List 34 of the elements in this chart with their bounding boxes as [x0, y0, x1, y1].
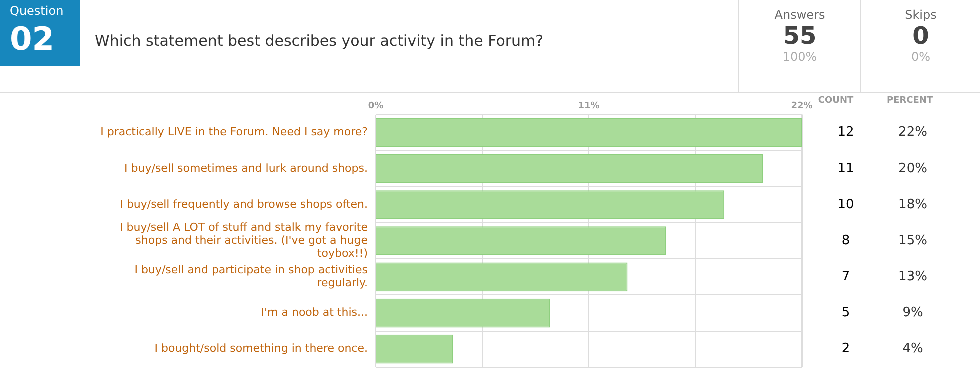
y-tick-label: I buy/sell sometimes and lurk around shops. [124, 162, 368, 175]
text: 55 [782, 22, 818, 50]
x-tick-label: 0% [368, 102, 384, 112]
text: 100% [782, 50, 818, 64]
y-tick-label: I bought/sold something in there once. [154, 342, 368, 356]
question-badge: Question 02 [0, 0, 80, 66]
text: 0 [912, 22, 930, 50]
text: 10 [838, 197, 854, 212]
text: 5 [842, 306, 850, 321]
data-label: 18% [898, 197, 928, 212]
y-tick-label: I buy/sell A LOT of stuff and stalk my favorite shops and their activities. (I've got a huge toybox!!) [120, 220, 368, 260]
text: 12 [838, 125, 854, 140]
y-tick-label: I buy/sell and participate in shop activities regularly. [134, 263, 368, 290]
x-tick-label: 22% [791, 102, 813, 112]
text: 2 [842, 342, 850, 357]
data-label: 13% [898, 270, 928, 285]
text: COUNT [818, 96, 854, 106]
data-label: 4% [902, 342, 924, 357]
chart-title: Which statement best describes your activity in the Forum? [95, 32, 544, 50]
text: Answers [774, 8, 826, 22]
data-label: 9% [902, 306, 924, 321]
text: 8 [842, 233, 850, 248]
data-label: 15% [898, 233, 928, 248]
text: 7 [842, 270, 850, 285]
text: 11 [838, 161, 854, 176]
y-tick-label: I buy/sell frequently and browse shops often. [120, 198, 368, 211]
x-tick-label: 11% [578, 102, 600, 112]
text: PERCENT [886, 96, 934, 106]
y-tick-label: I practically LIVE in the Forum. Need I say more? [100, 126, 368, 139]
y-tick-label: I'm a noob at this... [261, 306, 368, 320]
text: 0% [910, 50, 932, 64]
text: Skips [904, 8, 938, 22]
data-label: 20% [898, 161, 928, 176]
data-label: 22% [898, 125, 928, 140]
